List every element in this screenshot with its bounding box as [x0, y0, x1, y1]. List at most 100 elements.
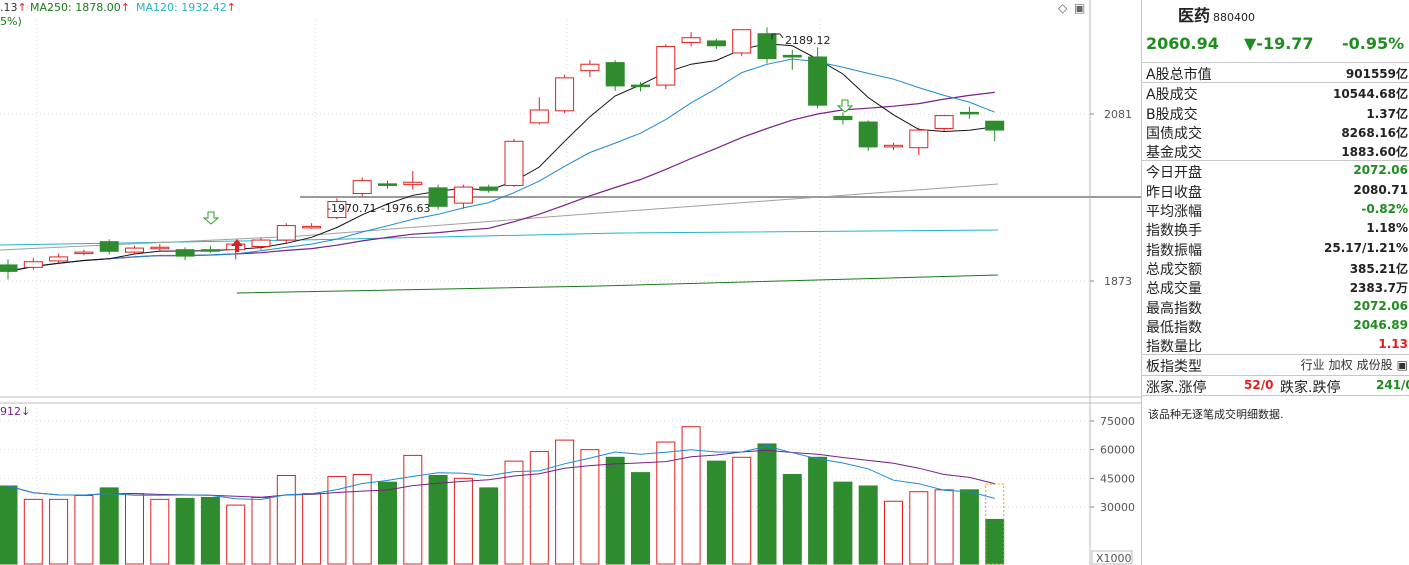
volume-bar — [504, 460, 524, 565]
quote-panel: 医药 880400 2060.94 ▼-19.77 -0.95% A股总市值 901… — [1141, 0, 1409, 565]
diamond-icon[interactable]: ◇ — [1058, 1, 1068, 15]
buy-signal-arrow-icon — [231, 239, 243, 252]
volume-bar — [985, 518, 1005, 565]
candle-body — [125, 247, 144, 253]
volume-bar — [656, 441, 676, 565]
volume-bar — [858, 485, 878, 565]
stat-row: B股成交 1.37亿 — [1142, 103, 1409, 123]
volume-bar — [276, 474, 296, 565]
candle-body — [757, 33, 777, 60]
candle-body — [959, 111, 979, 115]
volume-bar — [352, 474, 372, 565]
candle-body — [276, 225, 296, 241]
stat-label: B股成交 — [1146, 106, 1198, 123]
stat-value: 1.18% — [1366, 221, 1408, 236]
volume-tick-label: 75000 — [1100, 415, 1135, 428]
volume-bar — [479, 487, 499, 565]
legend-ma120: MA120: 1932.42↑ — [136, 1, 236, 14]
kline-chart[interactable]: 2081 1873 75000 60000 45000 30000 X1000 2189.12… — [0, 0, 1141, 565]
stat-value: 2383.7万 — [1349, 281, 1408, 296]
candle-body — [858, 121, 878, 148]
constituents-icon[interactable]: ▣ — [1396, 358, 1408, 373]
volume-tick-label: 60000 — [1100, 444, 1135, 457]
volume-bar — [23, 498, 43, 565]
stat-row: 指数换手 1.18% — [1142, 219, 1409, 239]
candle-body — [403, 181, 423, 186]
stat-row: 今日开盘 2072.06 — [1142, 161, 1409, 182]
stat-value: 2080.71 — [1353, 182, 1408, 197]
volume-bar — [732, 456, 752, 565]
row-divider — [1142, 160, 1409, 162]
high-annotation: 2189.12 — [785, 34, 831, 47]
candle-body — [934, 115, 954, 129]
volume-bar — [99, 487, 119, 565]
board-type-label: 板指类型 — [1146, 359, 1202, 376]
candle-body — [428, 187, 448, 207]
stat-value: 2072.06 — [1353, 298, 1408, 313]
candle-body — [706, 40, 726, 47]
stat-value: 1883.60亿 — [1341, 145, 1408, 160]
volume-bar — [884, 500, 903, 565]
volume-ma5-line — [7, 445, 995, 501]
last-price: 2060.94 — [1146, 34, 1219, 53]
legend-second-line: 5%) — [0, 15, 22, 28]
stock-code: 880400 — [1213, 11, 1256, 24]
stat-label: 指数振幅 — [1146, 242, 1202, 259]
volume-bar — [757, 443, 777, 565]
volume-bar — [706, 460, 726, 565]
volume-unit-box — [1091, 550, 1133, 565]
window-toggle-icon[interactable]: ▣ — [1074, 1, 1086, 15]
ma60-line — [0, 183, 999, 251]
sell-signal-arrow-icon — [836, 99, 854, 113]
candle-body — [479, 186, 499, 191]
volume-legend: 912↓ — [0, 405, 31, 418]
ma120-label: MA120: 1932.42 — [136, 1, 227, 14]
stat-label: 最低指数 — [1146, 319, 1202, 336]
row-divider — [1142, 395, 1409, 397]
stat-value: 2072.06 — [1353, 163, 1408, 178]
volume-bar — [74, 495, 94, 565]
stats-table: A股总市值 901559亿 A股成交 10544.68亿 B股成交 1.37亿 国债成交 82… — [1142, 62, 1409, 397]
candle-body — [175, 249, 195, 257]
volume-bar — [934, 489, 954, 565]
candle-body — [49, 256, 69, 262]
low-annotation: -1976.63 — [381, 202, 430, 215]
stat-label: 昨日收盘 — [1146, 184, 1202, 201]
stat-label: 今日开盘 — [1146, 165, 1202, 182]
no-tick-data-note: 该品种无逐笔成交明细数据. — [1148, 408, 1284, 421]
stat-row: 平均涨幅 -0.82% — [1142, 200, 1409, 221]
stat-row: 最高指数 2072.06 — [1142, 297, 1409, 317]
board-option-1[interactable]: 加权 — [1328, 358, 1353, 373]
price-change-pct: -0.95% — [1342, 34, 1405, 53]
candle-body — [302, 225, 322, 229]
volume-bar — [0, 485, 18, 565]
stat-label: 平均涨幅 — [1146, 204, 1202, 221]
volume-bar — [631, 472, 650, 565]
board-type-row: 板指类型 行业 加权 成份股 ▣ — [1142, 355, 1409, 376]
stat-value: 25.17/1.21% — [1324, 240, 1408, 255]
volume-bar — [327, 475, 347, 565]
candle-body — [0, 264, 18, 272]
volume-legend-value: 912 — [0, 405, 21, 418]
down-count-value: 241/0 — [1376, 377, 1409, 392]
candle-body — [681, 37, 701, 44]
stat-row: 昨日收盘 2080.71 — [1142, 181, 1409, 201]
volume-unit-label: X1000 — [1096, 552, 1132, 565]
candle-body — [453, 186, 473, 204]
board-option-0[interactable]: 行业 — [1300, 358, 1325, 373]
high-annotation-pointer — [771, 33, 784, 39]
up-count-value: 52/0 — [1244, 377, 1274, 392]
volume-bar — [453, 477, 473, 565]
candle-body — [580, 63, 600, 72]
board-type-options: 行业 加权 成份股 ▣ — [1297, 356, 1408, 373]
candle-body — [99, 241, 119, 252]
volume-bar — [251, 496, 271, 565]
stat-row: 总成交量 2383.7万 — [1142, 277, 1409, 297]
stat-row: A股总市值 901559亿 — [1142, 63, 1409, 83]
down-count-label: 跌家.跌停 — [1280, 379, 1341, 396]
board-option-2[interactable]: 成份股 — [1356, 358, 1393, 373]
candle-body — [884, 144, 903, 148]
stat-value: -0.82% — [1361, 202, 1408, 217]
volume-bar — [49, 498, 69, 565]
volume-bar — [833, 481, 853, 565]
